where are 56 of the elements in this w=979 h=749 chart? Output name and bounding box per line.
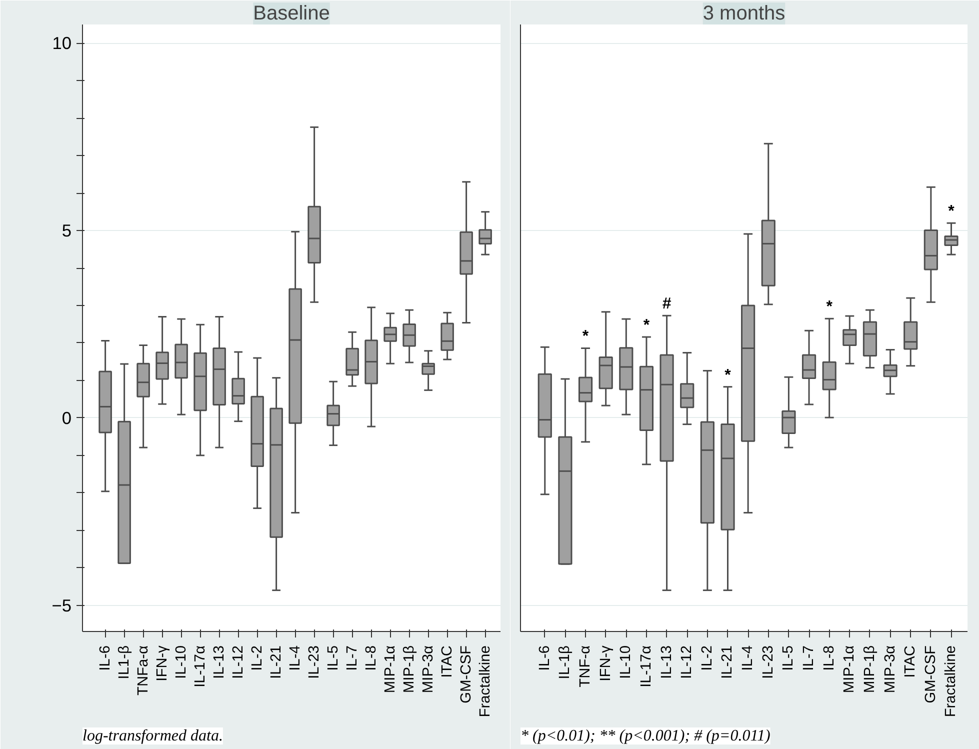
x-tick-label: IL-6 xyxy=(97,645,114,671)
x-tick-label: IL-13 xyxy=(658,646,675,679)
y-tick-label: 10 xyxy=(52,33,72,54)
chart-title: Baseline xyxy=(253,2,330,24)
annotation: * xyxy=(826,298,834,316)
text: log-transformed data. xyxy=(82,728,223,744)
x-tick-label: MIP-1β xyxy=(401,645,418,694)
x-tick-label: IL-12 xyxy=(679,646,696,679)
x-tick-label: IL-8 xyxy=(821,645,838,671)
x-tick-label: IL-1β xyxy=(557,646,574,680)
x-tick-label: IL-2 xyxy=(699,645,716,671)
x-tick-label: IL-12 xyxy=(230,646,246,679)
x-tick-label: GM-CSF xyxy=(922,645,939,704)
x-tick-label: IL-10 xyxy=(618,646,634,679)
annotation: # xyxy=(662,296,672,313)
x-tick-label: IL-4 xyxy=(287,645,304,671)
y-tick-label: −5 xyxy=(52,595,72,616)
x-tick-label: Fractalkine xyxy=(943,645,960,718)
x-tick-label: IL-21 xyxy=(720,646,736,679)
x-tick-label: IL-13 xyxy=(211,646,228,679)
text: * (p<0.01); ** (p<0.001); # (p=0.011) xyxy=(520,728,770,744)
x-tick-label: MIP-1α xyxy=(382,644,398,694)
x-tick-label: IL-23 xyxy=(306,646,322,679)
x-tick-label: TNF-α xyxy=(578,644,594,688)
x-tick-label: MIP-3α xyxy=(882,644,898,694)
x-tick-label: ITAC xyxy=(902,645,919,678)
x-tick-label: IL-7 xyxy=(344,645,360,671)
x-tick-label: IL-7 xyxy=(801,645,818,671)
x-tick-label: Fractalkine xyxy=(477,645,494,718)
x-tick-label: IFN-γ xyxy=(598,644,614,682)
annotation: * xyxy=(724,366,732,384)
x-tick-label: IL-5 xyxy=(780,645,797,671)
chart-title: 3 months xyxy=(702,2,786,24)
x-tick-label: ITAC xyxy=(439,645,456,678)
x-tick-label: IL-6 xyxy=(536,645,553,671)
annotation: * xyxy=(643,316,650,334)
x-tick-label: IL-2 xyxy=(249,645,266,671)
x-tick-label: IL-4 xyxy=(740,645,756,671)
y-tick-label: 5 xyxy=(62,220,72,241)
x-tick-label: TNFa-α xyxy=(135,644,152,696)
x-tick-label: IL-17α xyxy=(638,644,654,688)
x-tick-label: IFN-γ xyxy=(154,644,170,682)
y-tick-label: 0 xyxy=(62,408,72,428)
x-tick-label: IL-5 xyxy=(325,645,342,671)
x-tick-label: MIP-3α xyxy=(420,644,436,694)
x-tick-label: IL-17α xyxy=(192,644,208,688)
x-tick-label: IL-10 xyxy=(173,646,190,679)
annotation: * xyxy=(948,203,956,220)
x-tick-label: IL1-β xyxy=(116,646,132,680)
x-tick-label: GM-CSF xyxy=(458,645,474,704)
x-tick-label: IL-8 xyxy=(363,645,380,671)
annotation: * xyxy=(582,328,590,346)
x-tick-label: MIP-1α xyxy=(842,644,858,694)
x-tick-label: IL-21 xyxy=(268,646,284,679)
x-tick-label: IL-23 xyxy=(760,646,776,679)
x-tick-label: MIP-1β xyxy=(862,645,878,694)
